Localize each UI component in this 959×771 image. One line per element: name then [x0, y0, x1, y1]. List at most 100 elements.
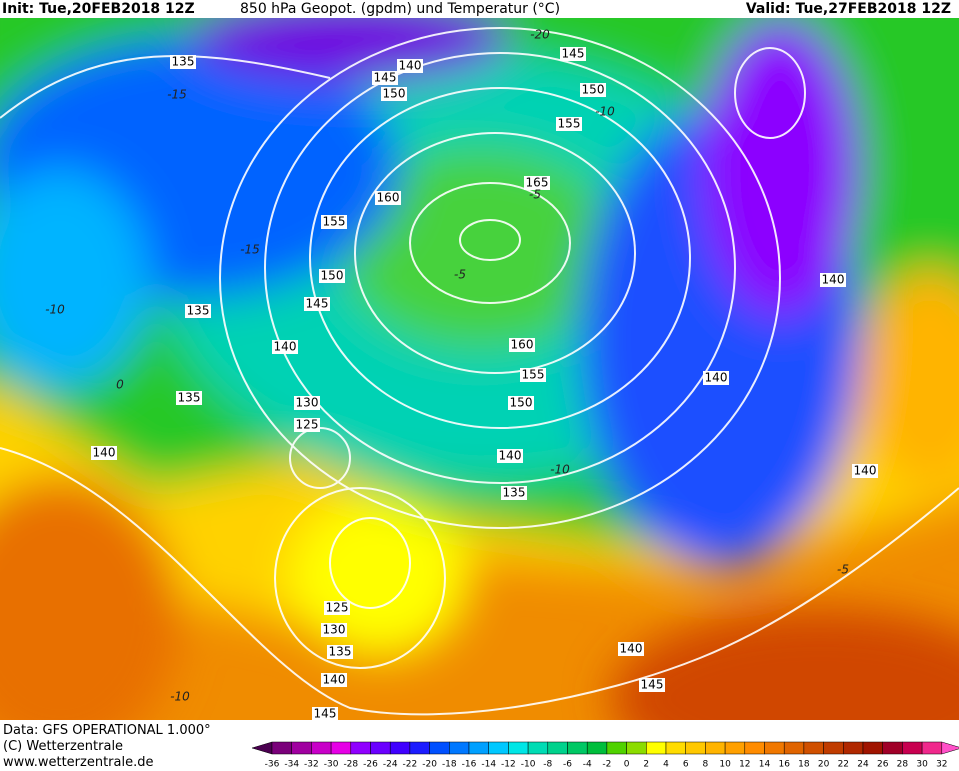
colorbar-label: 32	[936, 760, 947, 770]
contour-label: 135	[172, 55, 195, 69]
colorbar-label: 26	[877, 760, 889, 770]
contour-label: 140	[499, 449, 522, 463]
colorbar-label: 2	[643, 760, 649, 770]
contour-label-bg	[560, 47, 586, 61]
isotherm-label: -10	[595, 105, 615, 119]
contour-label-bg	[524, 176, 550, 190]
map-title: 850 hPa Geopot. (gpdm) und Temperatur (°…	[240, 1, 561, 17]
data-source: Data: GFS OPERATIONAL 1.000°	[3, 723, 211, 738]
colorbar-label: -28	[343, 760, 358, 770]
colorbar-cell	[646, 741, 667, 755]
colorbar-label: -20	[422, 760, 437, 770]
contour-label: 160	[377, 191, 400, 205]
colorbar-cell	[921, 741, 943, 755]
colorbar: -36 -34 -32 -30 -28 -26 -24 -22 -20 -18 -16 -14 -12-…	[251, 741, 959, 770]
colorbar-cell	[547, 741, 568, 755]
contour-label: 135	[503, 486, 526, 500]
contour-label: 135	[329, 645, 352, 659]
valid-time: Valid: Tue,27FEB2018 12Z	[745, 1, 951, 17]
isotherm-label: -5	[529, 188, 541, 202]
contour-label: 140	[620, 642, 643, 656]
contour-label: 125	[326, 601, 349, 615]
colorbar-cell	[862, 741, 883, 755]
colorbar-cell	[744, 741, 765, 755]
colorbar-cell	[606, 741, 627, 755]
colorbar-label: -22	[403, 760, 418, 770]
contour-label-bg	[703, 371, 729, 385]
website: www.wetterzentrale.de	[3, 755, 154, 770]
colorbar-label: 6	[683, 760, 689, 770]
contour-label: 145	[641, 678, 664, 692]
contour-label-bg	[509, 338, 535, 352]
contour-label: 130	[323, 623, 346, 637]
colorbar-cell	[882, 741, 903, 755]
contour-label-bg	[852, 464, 878, 478]
contour-label: 160	[511, 338, 534, 352]
contour-label-bg	[381, 87, 407, 101]
colorbar-cell	[468, 741, 489, 755]
init-time: Init: Tue,20FEB2018 12Z	[2, 1, 195, 17]
contour-label: 140	[705, 371, 728, 385]
isotherm-label: -20	[530, 28, 550, 42]
colorbar-cell	[724, 741, 746, 755]
contour-label-bg	[319, 269, 345, 283]
colorbar-label: 8	[703, 760, 709, 770]
contour-label-bg	[272, 340, 298, 354]
contour-label-bg	[497, 449, 523, 463]
colorbar-label: 12	[739, 760, 750, 770]
colorbar-label: -36	[265, 760, 280, 770]
isotherm-label: -15	[167, 88, 187, 102]
contour-label: 150	[510, 396, 533, 410]
contour-label-bg	[324, 601, 350, 615]
colorbar-cell	[350, 741, 371, 755]
colorbar-label: 18	[798, 760, 810, 770]
colorbar-label: -4	[583, 760, 592, 770]
isotherm-label: -5	[837, 563, 849, 577]
colorbar-label: -8	[543, 760, 552, 770]
contour-label: 150	[383, 87, 406, 101]
colorbar-label: 22	[838, 760, 849, 770]
copyright: (C) Wetterzentrale	[3, 739, 124, 754]
colorbar-cell	[902, 741, 923, 755]
contour-label: 155	[323, 215, 346, 229]
colorbar-label: -34	[284, 760, 299, 770]
colorbar-label: -6	[563, 760, 572, 770]
contour-label-bg	[580, 83, 606, 97]
colorbar-label: -24	[383, 760, 398, 770]
colorbar-label: 4	[663, 760, 669, 770]
colorbar-cell	[508, 741, 529, 755]
contour-label: 155	[558, 117, 581, 131]
temperature-field	[0, 18, 959, 720]
colorbar-cell	[330, 741, 352, 755]
contour-label-bg	[321, 623, 347, 637]
contour-label-bg	[170, 55, 196, 69]
contour-label-bg	[520, 368, 546, 382]
colorbar-label: 24	[857, 760, 869, 770]
contour-label: 135	[178, 391, 201, 405]
isotherm-label: -15	[240, 243, 260, 257]
contour-label: 130	[296, 396, 319, 410]
colorbar-label: -14	[481, 760, 496, 770]
contour-label: 135	[187, 304, 210, 318]
contour-label-bg	[294, 396, 320, 410]
colorbar-cell	[705, 741, 726, 755]
contour-label-bg	[397, 59, 423, 73]
colorbar-cell	[311, 741, 332, 755]
colorbar-cell	[803, 741, 824, 755]
colorbar-cell	[527, 741, 549, 755]
colorbar-cell	[370, 741, 391, 755]
colorbar-cell	[843, 741, 864, 755]
contour-label-bg	[618, 642, 644, 656]
isotherm-label: -10	[550, 463, 570, 477]
colorbar-cell	[389, 741, 411, 755]
contour-label-bg	[294, 418, 320, 432]
colorbar-cell	[409, 741, 430, 755]
contour-label: 140	[323, 673, 346, 687]
colorbar-cell	[488, 741, 509, 755]
colorbar-label: -10	[521, 760, 536, 770]
contour-label-bg	[312, 707, 338, 720]
isotherm-label: -5	[454, 268, 466, 282]
contour-label-bg	[556, 117, 582, 131]
